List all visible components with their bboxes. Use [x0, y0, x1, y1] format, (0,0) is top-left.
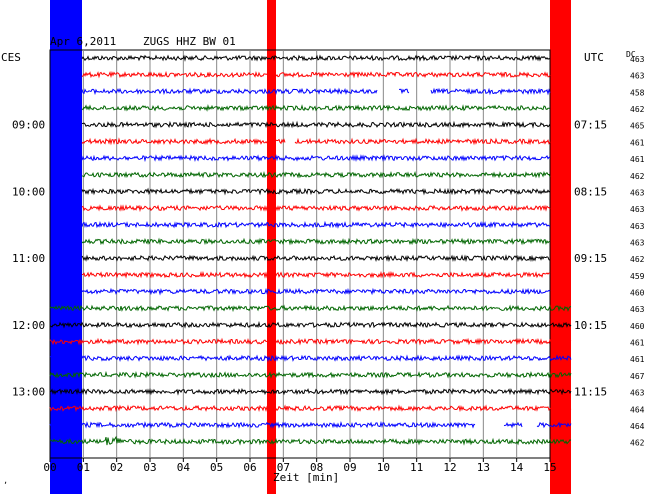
red-band-marker — [267, 0, 276, 494]
trace-line — [49, 404, 572, 413]
trace-line — [81, 54, 551, 62]
x-tick-label: 13 — [477, 461, 490, 474]
dc-value: 460 — [630, 322, 645, 331]
left-time-labels: 09:00 10:00 11:00 12:00 13:00 — [12, 119, 45, 399]
trace-lines — [49, 54, 572, 446]
right-time-label: 08:15 — [574, 185, 607, 198]
dc-value: 465 — [630, 122, 645, 131]
x-tick-label: 05 — [210, 461, 223, 474]
trace-line — [81, 120, 551, 129]
x-tick-labels: 00 01 02 03 04 05 06 07 08 09 10 11 12 13 14 15 — [43, 461, 556, 474]
trace-line — [81, 187, 551, 196]
dc-value: 464 — [630, 422, 645, 431]
x-tick-label: 09 — [343, 461, 356, 474]
trace-line — [81, 70, 551, 79]
x-tick-label: 04 — [177, 461, 191, 474]
trace-line — [81, 237, 551, 246]
right-time-labels: 07:15 08:15 09:15 10:15 11:15 — [574, 119, 607, 399]
trace-line — [49, 320, 572, 329]
right-zone-label: UTC — [584, 51, 604, 64]
trace-line — [81, 204, 551, 213]
trace-line — [49, 337, 572, 346]
dc-value: 463 — [630, 238, 645, 247]
trace-line — [49, 354, 572, 363]
right-time-label: 07:15 — [574, 119, 607, 132]
dc-value: 459 — [630, 272, 645, 281]
dc-value: 461 — [630, 138, 645, 147]
x-tick-label: 15 — [543, 461, 556, 474]
blue-band-left — [50, 0, 82, 494]
trace-line — [81, 254, 551, 263]
trace-line — [49, 304, 572, 313]
x-tick-label: 12 — [443, 461, 456, 474]
right-time-label: 10:15 — [574, 319, 607, 332]
trace-line — [81, 170, 551, 179]
trace-line — [81, 220, 551, 229]
dc-value: 462 — [630, 255, 645, 264]
dc-value-labels: 463 463 458 462 465 461 461 462 463 463 463 463 462 4… — [630, 55, 645, 448]
dc-value: 463 — [630, 222, 645, 231]
x-tick-label: 00 — [43, 461, 56, 474]
trace-line — [81, 87, 551, 96]
x-tick-label: 06 — [243, 461, 256, 474]
left-time-label: 13:00 — [12, 386, 45, 399]
left-time-label: 12:00 — [12, 319, 45, 332]
dc-value: 458 — [630, 88, 645, 97]
x-tick-label: 11 — [410, 461, 423, 474]
trace-line — [81, 270, 551, 279]
x-tick-label: 01 — [77, 461, 90, 474]
dc-value: 461 — [630, 355, 645, 364]
trace-line — [81, 103, 551, 112]
x-tick-label: 03 — [143, 461, 156, 474]
dc-value: 464 — [630, 405, 645, 414]
trace-line — [49, 420, 572, 429]
dc-value: 463 — [630, 72, 645, 81]
right-time-label: 11:15 — [574, 386, 607, 399]
dc-value: 461 — [630, 155, 645, 164]
trace-line — [49, 435, 572, 446]
left-time-label: 09:00 — [12, 119, 45, 132]
left-time-label: 10:00 — [12, 185, 45, 198]
plot-frame — [49, 49, 551, 459]
x-tick-label: 10 — [377, 461, 390, 474]
dc-value: 463 — [630, 205, 645, 214]
dc-value: 463 — [630, 305, 645, 314]
dc-value: 462 — [630, 172, 645, 181]
trace-line — [81, 154, 551, 163]
dc-value: 463 — [630, 188, 645, 197]
trace-line — [81, 287, 551, 296]
date-label: Apr 6,2011 — [50, 35, 116, 48]
dc-value: 463 — [630, 55, 645, 64]
station-label: ZUGS HHZ BW 01 — [143, 35, 236, 48]
dc-value: 462 — [630, 105, 645, 114]
trace-line — [49, 370, 572, 379]
x-tick-label: 07 — [277, 461, 290, 474]
left-zone-label: CES — [1, 51, 21, 64]
dc-value: 461 — [630, 339, 645, 348]
red-band-right — [550, 0, 571, 494]
x-tick-label: 02 — [110, 461, 123, 474]
x-axis-label: Zeit [min] — [273, 471, 339, 484]
dc-value: 467 — [630, 372, 645, 381]
trace-line — [49, 387, 572, 396]
left-time-label: 11:00 — [12, 252, 45, 265]
dc-value: 460 — [630, 289, 645, 298]
corner-mark: ʼ — [3, 481, 8, 490]
x-tick-label: 08 — [310, 461, 323, 474]
right-time-label: 09:15 — [574, 252, 607, 265]
dc-header-label: DC — [626, 50, 636, 59]
x-tick-label: 14 — [510, 461, 524, 474]
dc-value: 462 — [630, 439, 645, 448]
dc-value: 463 — [630, 389, 645, 398]
trace-line — [81, 137, 551, 146]
